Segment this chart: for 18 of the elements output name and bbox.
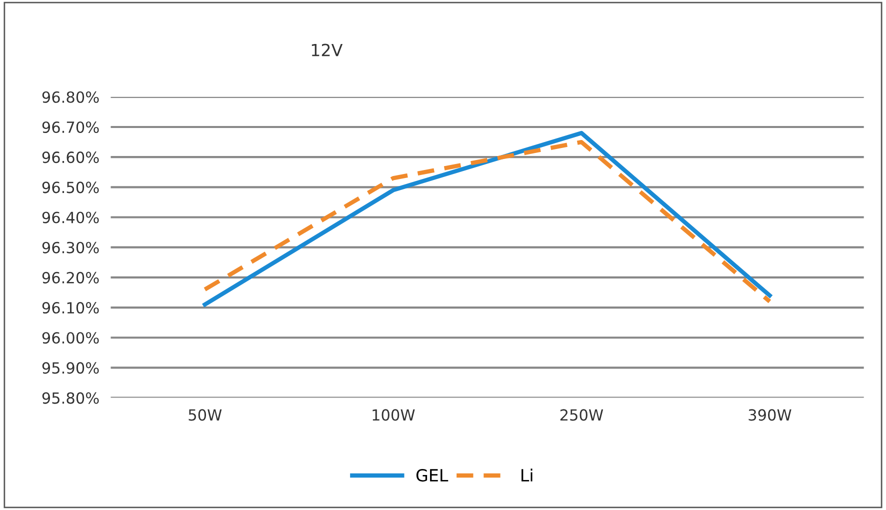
chart-title: 12V bbox=[312, 44, 343, 56]
legend-label: Li bbox=[522, 468, 532, 482]
y-tick-label: 96.60% bbox=[42, 152, 99, 164]
x-tick-label: 50W bbox=[188, 409, 222, 421]
y-tick-label: 95.80% bbox=[42, 392, 99, 404]
y-tick-label: 95.90% bbox=[42, 362, 99, 374]
y-tick-label: 96.30% bbox=[42, 242, 99, 254]
y-tick-label: 96.20% bbox=[42, 272, 99, 284]
y-tick-label: 96.00% bbox=[42, 332, 99, 344]
x-tick-label: 390W bbox=[748, 409, 792, 421]
legend-label: GEL bbox=[416, 468, 448, 482]
y-tick-label: 96.80% bbox=[42, 91, 99, 103]
y-tick-label: 96.10% bbox=[42, 302, 99, 314]
x-tick-label: 100W bbox=[372, 409, 415, 421]
y-tick-label: 96.70% bbox=[42, 121, 99, 134]
x-tick-label: 250W bbox=[560, 409, 604, 421]
y-tick-label: 96.40% bbox=[42, 212, 99, 224]
y-tick-label: 96.50% bbox=[42, 182, 99, 194]
